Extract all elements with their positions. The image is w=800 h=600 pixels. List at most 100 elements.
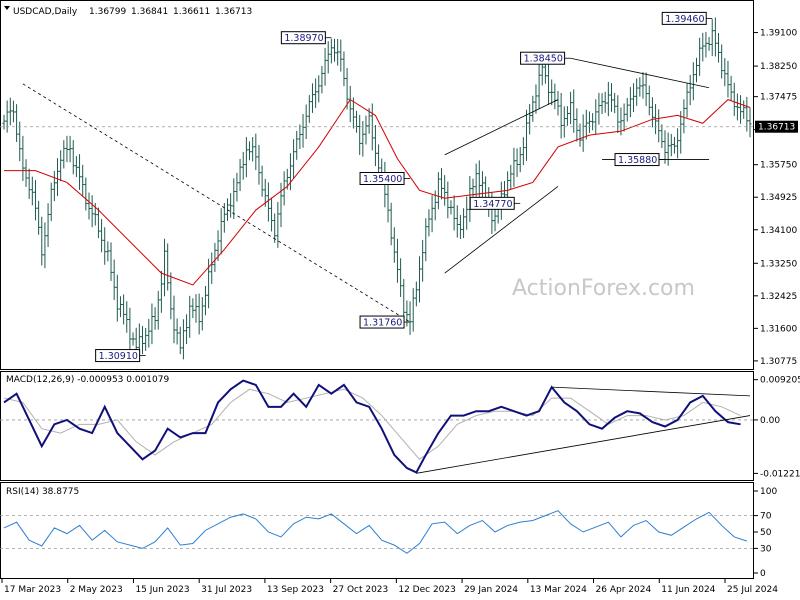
ohlc-bar	[565, 106, 570, 126]
ohlc-bar	[118, 296, 123, 318]
ohlc-bar	[11, 100, 16, 123]
ohlc-bar	[244, 137, 248, 178]
ohlc-bar	[200, 297, 204, 331]
ohlc-bar	[263, 178, 267, 207]
price-y-tick-label: 1.35750	[760, 161, 797, 171]
price-annotation: 1.34770	[469, 196, 521, 210]
price-annotation: 1.35400	[359, 171, 411, 185]
ohlc-bar	[603, 91, 607, 113]
header-high: 1.36841	[131, 7, 168, 17]
ohlc-bar	[339, 39, 343, 72]
ohlc-bar	[446, 181, 450, 219]
price-y-tick-label: 1.34925	[760, 193, 797, 203]
ohlc-bar	[162, 238, 167, 297]
ohlc-bar	[131, 332, 135, 346]
x-tick-label: 11 Jun 2024	[661, 585, 715, 595]
macd-title: MACD(12,26,9) -0.000953 0.001079	[6, 375, 169, 385]
ohlc-bar	[528, 104, 532, 135]
ohlc-bar	[109, 242, 113, 281]
rsi-y-tick-label: 100	[760, 487, 777, 497]
ohlc-bar	[288, 153, 293, 191]
ohlc-bar	[461, 208, 466, 239]
ohlc-bar	[125, 301, 129, 333]
ohlc-bar	[644, 72, 648, 107]
ohlc-bar	[159, 270, 163, 313]
price-annotation-label: 1.38450	[524, 54, 563, 65]
ohlc-bar	[713, 17, 717, 57]
ohlc-bar	[103, 227, 107, 265]
price-trendline	[22, 83, 411, 323]
ohlc-bar	[241, 151, 245, 180]
ohlc-bar	[307, 95, 311, 123]
ohlc-bar	[2, 114, 6, 130]
ohlc-bar	[314, 78, 318, 108]
price-trendline	[444, 99, 559, 156]
ohlc-bar	[594, 99, 598, 135]
ohlc-bar	[455, 205, 459, 238]
ohlc-bar	[257, 144, 261, 185]
ohlc-bar	[691, 62, 695, 101]
ohlc-bar	[568, 91, 573, 125]
ohlc-bar	[336, 39, 340, 66]
ohlc-bar	[5, 100, 9, 133]
macd-panel-border	[0, 371, 754, 481]
ohlc-bar	[550, 79, 554, 106]
ohlc-bar	[156, 290, 160, 330]
ohlc-bar	[572, 89, 576, 133]
price-annotation-label: 1.35400	[363, 174, 402, 185]
price-annotation-label: 1.31760	[363, 318, 402, 329]
rsi-title: RSI(14) 38.8775	[6, 487, 79, 497]
current-price-tag: 1.36713	[755, 120, 798, 133]
price-annotation-label: 1.39460	[665, 14, 704, 25]
ohlc-bar	[81, 164, 85, 197]
ohlc-bar	[559, 92, 563, 139]
ohlc-bar	[679, 111, 683, 154]
price-y-tick-label: 1.34100	[760, 226, 797, 236]
ohlc-bar	[358, 114, 362, 155]
ohlc-bar	[518, 146, 522, 173]
ohlc-bar	[386, 182, 390, 223]
ohlc-bar	[417, 256, 422, 303]
ohlc-bar	[84, 177, 88, 211]
ohlc-bar	[458, 214, 463, 239]
ohlc-bar	[74, 156, 78, 177]
ohlc-bar	[647, 85, 651, 116]
ohlc-bar	[732, 82, 736, 117]
ohlc-bar	[266, 182, 271, 222]
price-annotation: 1.35880	[614, 153, 666, 167]
ohlc-bar	[556, 90, 560, 116]
ohlc-bar	[723, 58, 727, 87]
price-annotation: 1.38970	[280, 31, 332, 45]
ohlc-bar	[150, 303, 154, 345]
ohlc-bar	[14, 104, 19, 142]
ohlc-bar	[471, 178, 475, 197]
ohlc-bar	[701, 32, 705, 62]
ohlc-bar	[631, 83, 636, 113]
ohlc-bar	[8, 97, 12, 126]
ohlc-bar	[531, 95, 535, 122]
ohlc-bar	[584, 109, 588, 140]
price-y-tick-label: 1.30775	[760, 357, 797, 367]
ohlc-bar	[587, 111, 592, 133]
macd-y-tick-label: 0.00	[760, 416, 780, 426]
ohlc-bar	[238, 158, 242, 191]
ohlc-bar	[622, 103, 626, 132]
ohlc-bar	[660, 124, 664, 149]
ohlc-bar	[735, 93, 740, 121]
ohlc-bar	[178, 326, 182, 355]
ohlc-bar	[738, 95, 743, 124]
ohlc-bar	[430, 195, 434, 233]
ohlc-bar	[625, 97, 629, 122]
moving-average-line	[4, 98, 751, 286]
ohlc-bar	[720, 44, 724, 79]
ohlc-bar	[553, 83, 557, 110]
ohlc-bar	[367, 108, 371, 134]
price-trendline	[444, 186, 559, 274]
ohlc-bar	[613, 93, 617, 114]
ohlc-bar	[575, 108, 579, 142]
ohlc-bar	[295, 130, 299, 160]
ohlc-bar	[24, 159, 28, 187]
price-annotation-label: 1.38970	[284, 33, 323, 44]
ohlc-bar	[537, 61, 541, 110]
rsi-y-tick-label: 50	[760, 528, 772, 538]
